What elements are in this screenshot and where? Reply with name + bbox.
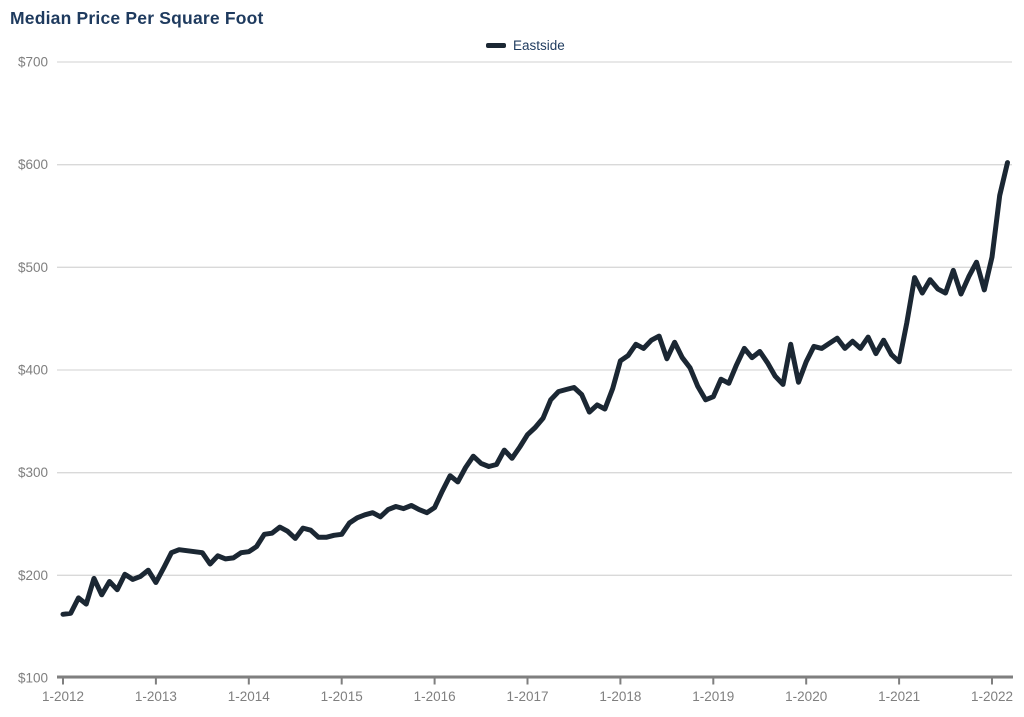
x-axis-label: 1-2012 — [42, 689, 84, 704]
chart-title: Median Price Per Square Foot — [10, 8, 264, 28]
x-axis-label: 1-2013 — [135, 689, 177, 704]
x-axis-label: 1-2016 — [414, 689, 456, 704]
x-axis-label: 1-2019 — [692, 689, 734, 704]
y-axis-label: $200 — [18, 568, 48, 583]
legend-label: Eastside — [513, 38, 565, 53]
x-axis-label: 1-2015 — [321, 689, 363, 704]
x-axis-label: 1-2017 — [506, 689, 548, 704]
y-axis-label: $400 — [18, 363, 48, 378]
x-axis-label: 1-2014 — [228, 689, 271, 704]
legend: Eastside — [486, 39, 565, 53]
x-axis-label: 1-2021 — [878, 689, 920, 704]
y-axis-label: $100 — [18, 671, 48, 686]
y-axis-label: $500 — [18, 260, 48, 275]
y-axis-label: $700 — [18, 55, 48, 70]
x-axis-label: 1-2018 — [599, 689, 641, 704]
y-axis-label: $600 — [18, 157, 48, 172]
x-axis-label: 1-2022 — [971, 689, 1013, 704]
y-axis-label: $300 — [18, 465, 48, 480]
price-line-eastside — [60, 160, 1010, 617]
legend-line-swatch — [486, 43, 506, 49]
x-axis-label: 1-2020 — [785, 689, 827, 704]
